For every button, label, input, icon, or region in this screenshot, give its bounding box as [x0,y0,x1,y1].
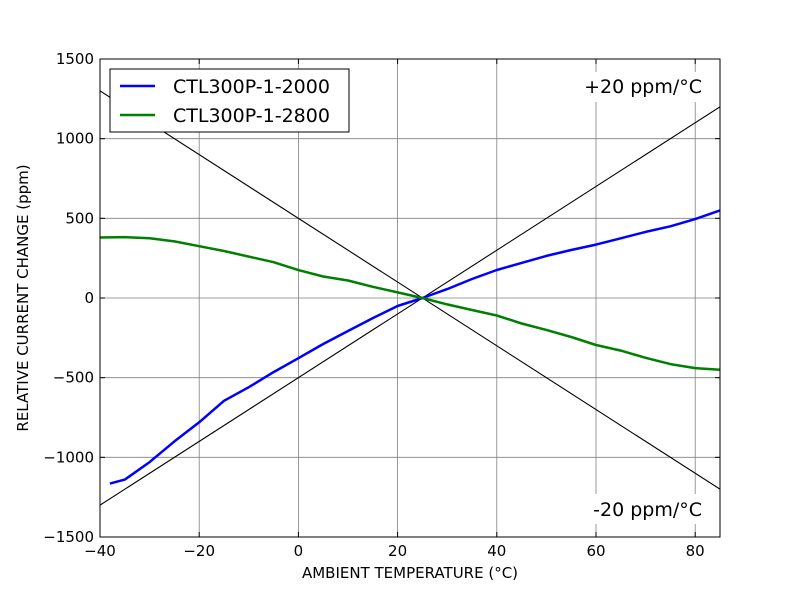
x-tick-label: 40 [487,542,506,560]
x-tick-label: 80 [686,542,705,560]
annotation-minus20: -20 ppm/°C [580,494,708,524]
annotation-plus20-text: +20 ppm/°C [584,76,702,98]
reference-line-0 [100,106,720,506]
series-line-0 [109,209,720,485]
x-tick-label: 0 [294,542,304,560]
y-tick-label: 0 [84,289,94,307]
grid [100,59,720,537]
y-tick-label: 1500 [56,50,94,68]
x-tick-label: −20 [183,542,215,560]
annotation-plus20: +20 ppm/°C [572,72,708,102]
series-line-1 [100,235,720,371]
legend-label-1: CTL300P-1-2800 [173,105,330,127]
y-tick-label: −1000 [43,448,94,466]
legend-label-0: CTL300P-1-2000 [173,76,330,98]
y-axis-label: RELATIVE CURRENT CHANGE (ppm) [14,164,32,431]
reference-lines [100,90,720,506]
x-axis-label: AMBIENT TEMPERATURE (°C) [302,564,518,582]
x-tick-label: −40 [84,542,116,560]
annotation-minus20-text: -20 ppm/°C [593,499,702,521]
reference-line-1 [100,90,720,490]
legend: CTL300P-1-2000 CTL300P-1-2800 [109,68,350,133]
x-tick-label: 20 [388,542,407,560]
legend-box [109,68,350,133]
ticks: −40 −20 0 20 40 60 80 −1500 −1000 −500 0 500 1000 150… [43,50,720,560]
series-lines [100,209,720,485]
y-tick-label: 500 [65,209,94,227]
y-tick-label: −500 [53,369,94,387]
y-tick-label: −1500 [43,528,94,546]
x-tick-label: 60 [586,542,605,560]
y-tick-label: 1000 [56,130,94,148]
